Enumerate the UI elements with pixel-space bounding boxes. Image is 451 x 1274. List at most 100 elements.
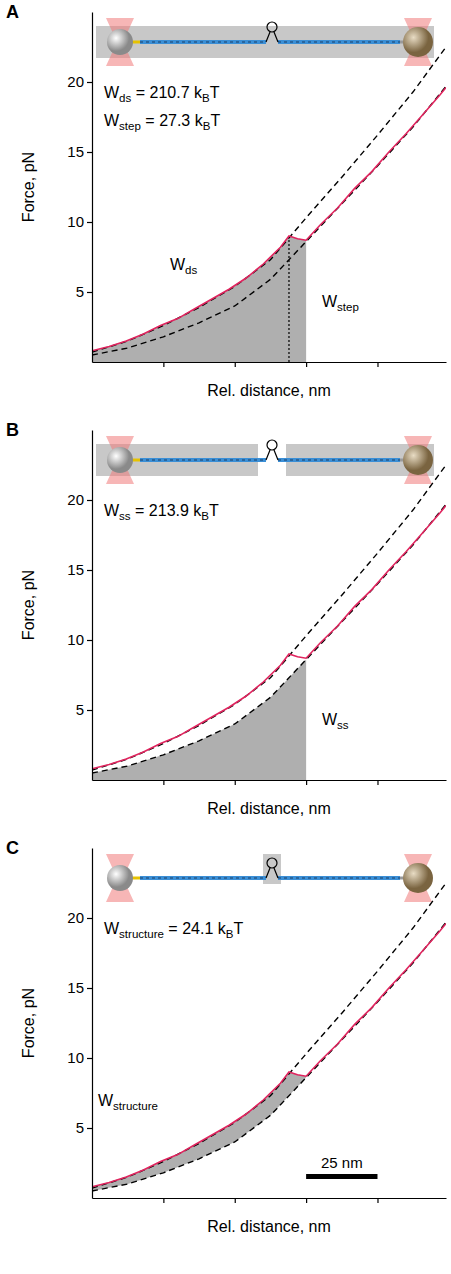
text-part: W	[104, 84, 120, 101]
tick-mark	[87, 82, 92, 83]
dna-helix	[140, 459, 266, 460]
panel: 5101520Force, pNRel. distance, nmAWds = …	[6, 2, 447, 399]
panel-label: B	[6, 420, 19, 440]
tick	[235, 362, 236, 367]
tick-mark	[163, 780, 164, 785]
tick-mark	[377, 780, 378, 785]
text-part: ss	[119, 510, 131, 522]
step-marker	[288, 236, 289, 362]
tick: 20	[67, 73, 92, 90]
tick-mark	[87, 570, 92, 571]
tick-mark	[87, 1128, 92, 1129]
tick: 15	[67, 979, 92, 996]
tick: 10	[67, 631, 92, 648]
tick-label: 15	[67, 143, 84, 160]
annotation: Wstructure = 24.1 kBT	[104, 920, 243, 940]
plot-area	[92, 47, 446, 362]
tick	[235, 1198, 236, 1203]
tick: 20	[67, 491, 92, 508]
x-axis	[93, 780, 447, 785]
text-part: structure	[113, 1100, 158, 1112]
scale-bar	[306, 1174, 377, 1179]
tick-label: 15	[67, 979, 84, 996]
dna	[140, 40, 266, 44]
work-area	[92, 660, 306, 780]
text-part: ss	[337, 719, 349, 731]
hairpin	[266, 868, 278, 878]
tick-mark	[377, 362, 378, 367]
tick	[163, 780, 164, 785]
inset	[96, 436, 434, 484]
y-axis-title: Force, pN	[20, 988, 37, 1058]
tick-mark	[87, 500, 92, 501]
dna-helix	[278, 459, 400, 460]
dna-helix	[140, 877, 266, 878]
tick-mark	[87, 292, 92, 293]
axis-line	[92, 431, 93, 781]
figure: 5 10 15 20 Force, pN Rel. distance, nm A Wds = …	[0, 0, 451, 1274]
y-axis: 5101520	[67, 849, 92, 1199]
bead	[107, 447, 133, 473]
y-axis: 5 10 15 20	[67, 13, 92, 363]
panel: 5101520Force, pNRel. distance, nmBWss = …	[6, 420, 447, 817]
tick	[377, 362, 378, 367]
model-curve	[92, 922, 446, 1191]
tick-label: 10	[67, 631, 84, 648]
tick-mark	[306, 780, 307, 785]
work-area	[92, 236, 306, 362]
tick: 15	[67, 143, 92, 160]
optical-trap	[404, 436, 432, 484]
optical-trap	[404, 18, 432, 66]
axis-line	[93, 780, 447, 781]
axis-line	[93, 362, 447, 363]
axis-line	[92, 13, 93, 363]
dna	[278, 876, 400, 880]
x-axis	[93, 1198, 447, 1203]
panel-label: A	[6, 2, 19, 22]
tick: 10	[67, 213, 92, 230]
hairpin-loop	[267, 440, 277, 450]
tick-mark	[87, 222, 92, 223]
tick: 5	[76, 701, 92, 718]
scale-bar-label: 25 nm	[321, 1154, 363, 1171]
plot-area	[92, 465, 446, 780]
tick-label: 20	[67, 73, 84, 90]
text-part: = 24.1 k	[164, 920, 227, 937]
dna	[278, 40, 400, 44]
text-part: step	[119, 120, 141, 132]
x-axis-title: Rel. distance, nm	[207, 1218, 331, 1235]
text-part: W	[104, 112, 120, 129]
linker	[132, 459, 140, 462]
dna	[140, 458, 266, 462]
text-part: W	[322, 711, 338, 728]
tick-mark	[163, 362, 164, 367]
area-label: Wds	[170, 256, 198, 276]
tick-label: 15	[67, 561, 84, 578]
linker	[132, 877, 140, 880]
tick-label: 5	[76, 283, 84, 300]
tick: 20	[67, 909, 92, 926]
text-part: W	[322, 293, 338, 310]
data-trace	[92, 88, 446, 351]
optical-trap	[106, 18, 134, 66]
dna-helix	[278, 877, 400, 878]
tick-mark	[163, 1198, 164, 1203]
tick-mark	[235, 780, 236, 785]
tick: 5	[76, 283, 92, 300]
data-trace	[92, 506, 446, 769]
model-curve	[92, 47, 446, 352]
hairpin	[266, 450, 278, 460]
text-part: ds	[119, 92, 131, 104]
text-part: T	[210, 84, 220, 101]
tick-label: 5	[76, 701, 84, 718]
linker	[132, 41, 140, 44]
tick-label: 20	[67, 491, 84, 508]
tick-label: 5	[76, 1119, 84, 1136]
tick-label: 10	[67, 213, 84, 230]
optical-trap	[106, 436, 134, 484]
hairpin-loop	[267, 858, 277, 868]
panel-label: C	[6, 838, 19, 858]
tick-mark	[87, 152, 92, 153]
model-curve	[92, 465, 446, 770]
bead	[107, 865, 133, 891]
